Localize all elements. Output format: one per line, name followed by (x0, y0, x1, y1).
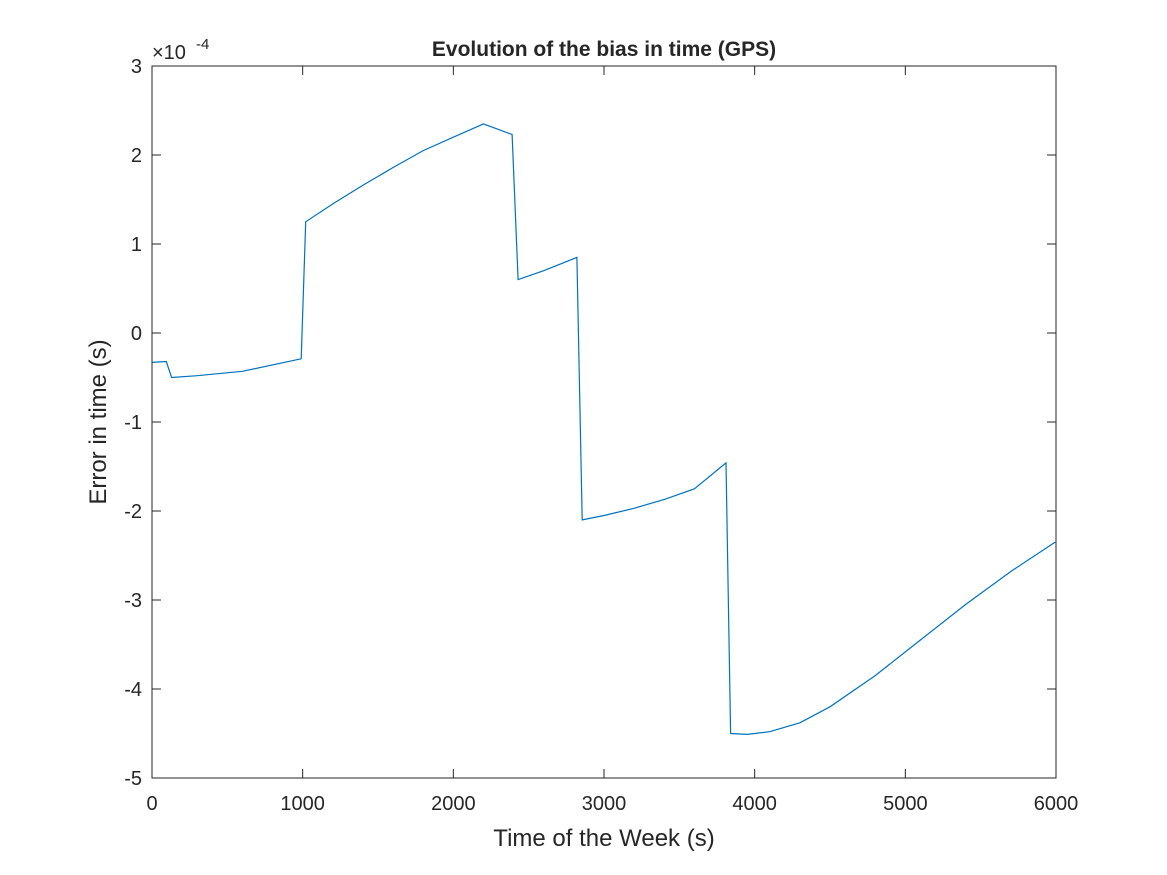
x-axis-label: Time of the Week (s) (493, 825, 714, 852)
y-tick-label: -2 (124, 501, 142, 523)
y-exponent-base: ×10 (152, 42, 186, 64)
x-tick-label: 1000 (280, 793, 325, 815)
series-line (151, 123, 1056, 736)
y-axis: -5 -4 -3 -2 -1 0 1 2 3 (124, 56, 1056, 790)
series-layer (151, 123, 1056, 736)
x-tick-label: 3000 (582, 793, 627, 815)
y-tick-label: -3 (124, 590, 142, 612)
chart-title: Evolution of the bias in time (GPS) (432, 38, 776, 61)
y-tick-label: 3 (131, 56, 142, 78)
y-exponent-label: ×10 -4 (152, 36, 209, 64)
x-axis: 0 1000 2000 3000 4000 5000 6000 (146, 66, 1078, 815)
y-tick-label: -4 (124, 679, 142, 701)
y-axis-label: Error in time (s) (85, 339, 112, 504)
y-exponent-power: -4 (196, 36, 209, 53)
x-tick-label: 5000 (883, 793, 928, 815)
y-tick-label: -1 (124, 412, 142, 434)
y-tick-label: 0 (131, 323, 142, 345)
x-tick-label: 0 (146, 793, 157, 815)
y-tick-label: 1 (131, 234, 142, 256)
plot-area (152, 66, 1056, 778)
y-tick-label: -5 (124, 768, 142, 790)
x-tick-label: 2000 (431, 793, 476, 815)
y-tick-label: 2 (131, 145, 142, 167)
x-tick-label: 4000 (732, 793, 777, 815)
x-tick-label: 6000 (1034, 793, 1079, 815)
